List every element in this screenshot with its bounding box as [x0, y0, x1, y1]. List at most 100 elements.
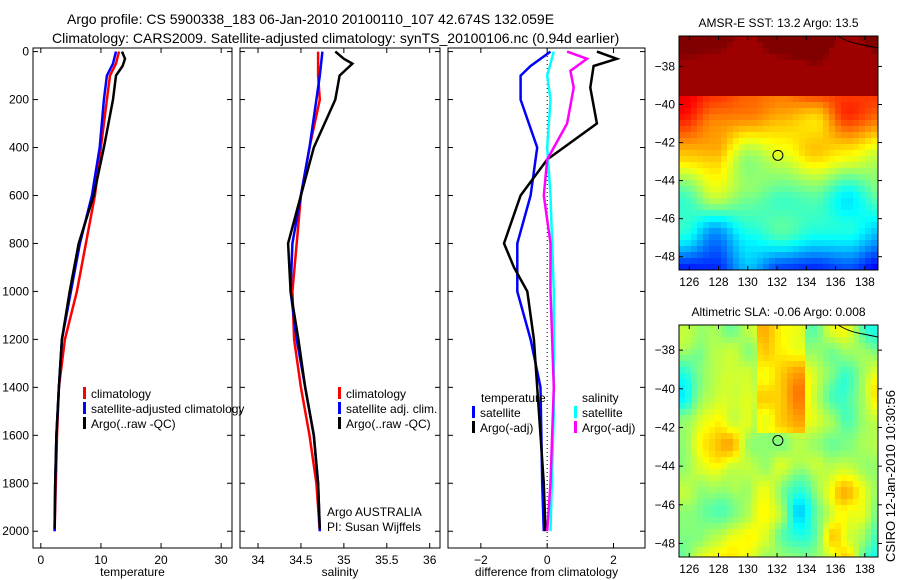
map-cell: [727, 391, 733, 397]
map-cell: [811, 246, 817, 252]
map-cell: [685, 156, 691, 162]
x-axis-label: temperature: [100, 565, 165, 579]
map-cell: [793, 96, 799, 102]
map-cell: [709, 192, 715, 198]
map-cell: [757, 451, 763, 457]
map-cell: [829, 84, 835, 90]
map-cell: [793, 54, 799, 60]
map-cell: [715, 457, 721, 463]
map-cell: [799, 174, 805, 180]
map-cell: [685, 541, 691, 547]
map-cell: [745, 355, 751, 361]
map-cell: [757, 216, 763, 222]
map-cell: [727, 84, 733, 90]
map-cell: [733, 216, 739, 222]
map-cell: [739, 379, 745, 385]
map-cell: [853, 228, 859, 234]
map-cell: [787, 541, 793, 547]
map-cell: [691, 427, 697, 433]
map-cell: [751, 475, 757, 481]
map-cell: [727, 445, 733, 451]
map-cell: [811, 234, 817, 240]
map-cell: [871, 198, 877, 204]
map-cell: [775, 499, 781, 505]
map-cell: [805, 409, 811, 415]
map-cell: [793, 487, 799, 493]
map-cell: [679, 457, 685, 463]
map-cell: [727, 180, 733, 186]
map-cell: [751, 391, 757, 397]
map-cell: [709, 397, 715, 403]
map-cell: [745, 138, 751, 144]
map-cell: [745, 349, 751, 355]
map-cell: [691, 349, 697, 355]
map-cell: [715, 535, 721, 541]
map-cell: [835, 78, 841, 84]
map-cell: [757, 361, 763, 367]
map-cell: [847, 343, 853, 349]
difference-profile-panel: [447, 47, 646, 549]
map-cell: [787, 132, 793, 138]
map-cell: [757, 96, 763, 102]
map-cell: [799, 367, 805, 373]
map-cell: [715, 379, 721, 385]
map-cell: [775, 403, 781, 409]
map-cell: [697, 246, 703, 252]
map-cell: [769, 331, 775, 337]
map-cell: [685, 433, 691, 439]
map-cell: [751, 102, 757, 108]
map-cell: [685, 373, 691, 379]
map-cell: [829, 505, 835, 511]
map-cell: [745, 96, 751, 102]
map-cell: [865, 373, 871, 379]
map-cell: [751, 258, 757, 264]
map-cell: [829, 144, 835, 150]
map-cell: [763, 198, 769, 204]
map-cell: [715, 72, 721, 78]
map-cell: [751, 373, 757, 379]
map-cell: [865, 174, 871, 180]
map-cell: [733, 162, 739, 168]
map-cell: [781, 222, 787, 228]
map-cell: [793, 48, 799, 54]
map-cell: [685, 547, 691, 553]
map-cell: [817, 138, 823, 144]
map-cell: [757, 156, 763, 162]
map-cell: [697, 433, 703, 439]
map-cell: [703, 264, 709, 270]
map-cell: [787, 264, 793, 270]
map-cell: [739, 228, 745, 234]
map-cell: [865, 535, 871, 541]
map-cell: [679, 367, 685, 373]
map-cell: [841, 445, 847, 451]
map-cell: [841, 553, 847, 557]
map-cell: [853, 373, 859, 379]
map-cell: [751, 204, 757, 210]
map-cell: [685, 445, 691, 451]
map-cell: [811, 535, 817, 541]
map-cell: [847, 96, 853, 102]
map-cell: [685, 481, 691, 487]
map-cell: [805, 216, 811, 222]
map-cell: [859, 204, 865, 210]
map-cell: [787, 120, 793, 126]
map-cell: [823, 78, 829, 84]
map-cell: [775, 367, 781, 373]
map-cell: [871, 54, 877, 60]
map-cell: [799, 78, 805, 84]
map-cell: [751, 385, 757, 391]
map-cell: [685, 66, 691, 72]
map-cell: [763, 54, 769, 60]
map-cell: [829, 385, 835, 391]
map-cell: [733, 547, 739, 553]
x-tick-label: 20: [154, 553, 168, 567]
map-cell: [793, 114, 799, 120]
map-cell: [829, 234, 835, 240]
map-cell: [787, 481, 793, 487]
sla-map-panel: [678, 324, 882, 558]
map-cell: [817, 66, 823, 72]
map-cell: [871, 222, 877, 228]
map-cell: [745, 481, 751, 487]
map-cell: [727, 349, 733, 355]
map-cell: [745, 421, 751, 427]
